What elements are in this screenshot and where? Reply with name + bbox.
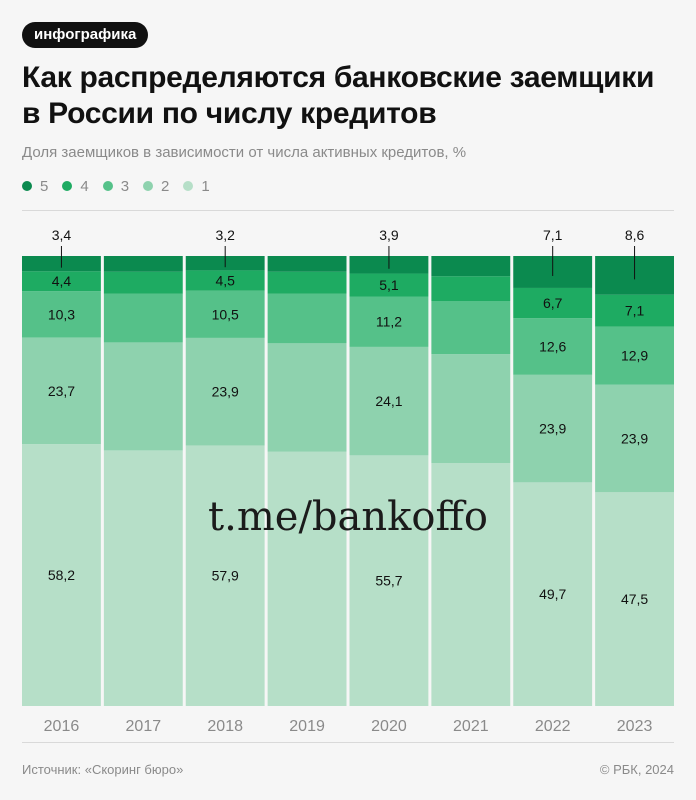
data-label-2023-5: 8,6 — [625, 227, 645, 243]
legend-item-1: 1 — [183, 177, 210, 195]
bottom-divider — [22, 742, 674, 743]
watermark-text: t.me/bankoffo — [208, 494, 488, 540]
legend-swatch — [143, 181, 154, 191]
x-tick-label-2016: 2016 — [44, 718, 80, 735]
bar-segment-3-2016 — [22, 291, 101, 338]
data-label-2018-4: 4,5 — [215, 273, 235, 289]
x-tick-label-2019: 2019 — [289, 718, 325, 735]
bar-segment-4-2022 — [513, 287, 593, 319]
bar-segment-4-2017 — [103, 271, 183, 294]
bar-segment-1-2017 — [103, 450, 183, 706]
legend-label: 3 — [120, 177, 130, 195]
bar-segment-3-2023 — [595, 326, 674, 385]
category-badge: инфографика — [22, 22, 149, 48]
x-tick-label-2023: 2023 — [617, 718, 653, 735]
bar-segment-5-2017 — [103, 256, 183, 272]
source-note: Источник: «Скоринг бюро» — [22, 762, 184, 777]
bar-segment-1-2020 — [349, 455, 429, 706]
bar-segment-4-2018 — [185, 270, 265, 291]
data-label-2023-2: 23,9 — [621, 430, 648, 446]
data-label-2020-2: 24,1 — [375, 393, 402, 409]
data-label-2023-3: 12,9 — [621, 348, 648, 364]
top-divider — [22, 210, 674, 211]
data-label-2016-5: 3,4 — [52, 227, 72, 243]
data-label-2023-1: 47,5 — [621, 591, 648, 607]
data-label-2022-2: 23,9 — [539, 421, 566, 437]
data-label-2018-3: 10,5 — [212, 306, 239, 322]
data-label-2020-4: 5,1 — [379, 277, 399, 293]
bar-segment-4-2019 — [267, 271, 347, 294]
data-label-2016-1: 58,2 — [48, 567, 75, 583]
bar-segment-3-2019 — [267, 293, 347, 344]
legend-swatch — [62, 181, 73, 191]
bar-segment-2-2021 — [431, 354, 511, 463]
copyright-note: © РБК, 2024 — [599, 762, 674, 777]
data-label-2020-1: 55,7 — [375, 573, 402, 589]
bar-segment-4-2021 — [431, 276, 511, 301]
bar-segment-2-2017 — [103, 342, 183, 451]
bar-segment-4-2016 — [22, 271, 101, 292]
bar-segment-3-2022 — [513, 318, 593, 375]
legend-item-4: 4 — [62, 177, 89, 195]
data-label-2020-3: 11,2 — [376, 314, 402, 330]
legend-item-2: 2 — [143, 178, 169, 195]
bar-segment-1-2016 — [22, 444, 101, 706]
bar-segment-3-2020 — [349, 296, 429, 347]
bar-segment-2-2016 — [22, 337, 101, 445]
bar-segment-1-2018 — [185, 445, 265, 706]
legend-item-5: 5 — [22, 178, 48, 195]
x-tick-label-2018: 2018 — [207, 718, 243, 735]
chart-subtitle: Доля заемщиков в зависимости от числа ак… — [22, 144, 467, 161]
legend-label: 5 — [40, 177, 49, 195]
legend-item-3: 3 — [102, 177, 130, 195]
bar-segment-2-2019 — [267, 343, 347, 452]
data-label-2022-3: 12,6 — [539, 338, 566, 354]
data-label-2020-5: 3,9 — [379, 227, 399, 243]
data-label-2023-4: 7,1 — [625, 303, 645, 319]
bar-segment-5-2019 — [267, 256, 347, 272]
legend-swatch — [22, 181, 32, 191]
bar-segment-2-2020 — [349, 346, 429, 456]
bar-segment-4-2023 — [595, 294, 674, 327]
legend: 5 4 3 2 1 — [22, 176, 224, 196]
bar-segment-3-2021 — [431, 301, 511, 355]
bar-segment-5-2021 — [431, 256, 511, 277]
bar-segment-2-2023 — [595, 384, 674, 493]
bar-segment-2-2018 — [185, 337, 265, 446]
data-label-2022-1: 49,7 — [539, 586, 566, 602]
data-label-2016-4: 4,4 — [52, 273, 72, 289]
chart-title: Как распределяются банковские заемщики в… — [22, 61, 655, 130]
legend-label: 1 — [201, 177, 210, 195]
bar-segment-1-2021 — [431, 463, 511, 706]
bar-segment-1-2022 — [513, 482, 593, 706]
bar-segment-1-2023 — [595, 492, 674, 706]
data-label-2018-2: 23,9 — [212, 384, 239, 400]
x-tick-label-2020: 2020 — [371, 718, 407, 735]
data-label-2016-2: 23,7 — [48, 383, 75, 399]
x-tick-label-2022: 2022 — [535, 718, 571, 735]
data-label-2016-3: 10,3 — [48, 306, 75, 322]
legend-label: 4 — [80, 177, 89, 195]
x-tick-label-2021: 2021 — [453, 718, 489, 735]
data-label-2018-5: 3,2 — [215, 227, 235, 243]
data-label-2022-5: 7,1 — [543, 227, 563, 243]
bar-segment-2-2022 — [513, 374, 593, 483]
data-label-2018-1: 57,9 — [212, 568, 239, 584]
bar-segment-3-2017 — [103, 293, 183, 343]
bar-segment-3-2018 — [185, 290, 265, 338]
x-tick-label-2017: 2017 — [126, 718, 162, 735]
legend-swatch — [102, 181, 113, 191]
legend-swatch — [183, 181, 194, 191]
bar-segment-4-2020 — [349, 273, 429, 297]
legend-label: 2 — [161, 177, 170, 195]
bar-segment-1-2019 — [267, 451, 347, 706]
data-label-2022-4: 6,7 — [543, 295, 563, 311]
